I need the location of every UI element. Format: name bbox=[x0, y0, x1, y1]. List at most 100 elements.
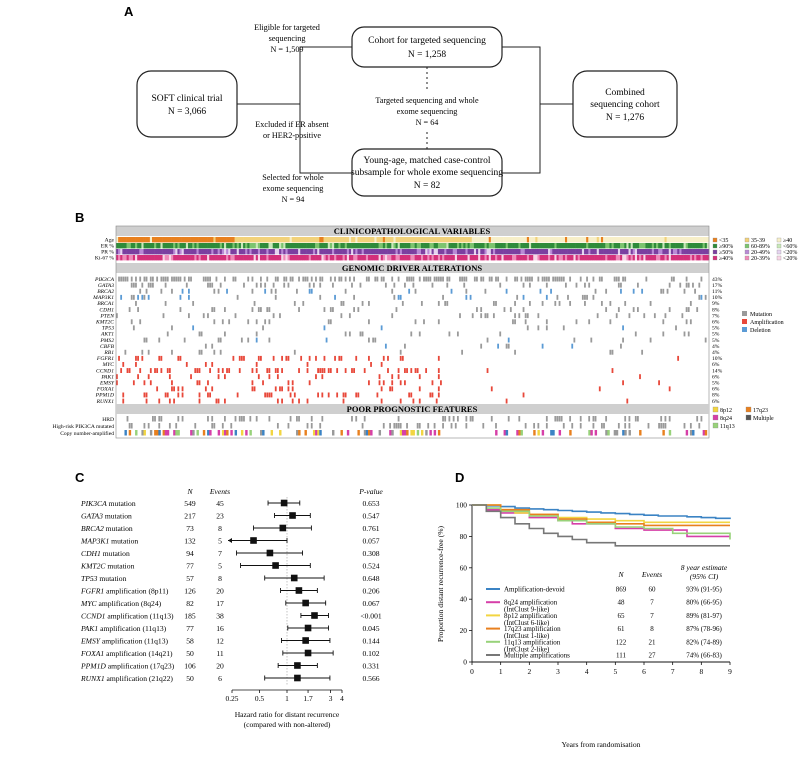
clin-cell bbox=[666, 255, 670, 261]
clin-cell bbox=[247, 255, 250, 261]
clin-cell bbox=[685, 249, 689, 255]
clin-cell bbox=[429, 249, 432, 255]
clin-cell bbox=[702, 255, 706, 261]
clin-cell bbox=[346, 237, 350, 243]
amp-mark bbox=[196, 430, 199, 436]
clin-cell bbox=[700, 237, 703, 243]
clin-cell bbox=[361, 243, 365, 249]
forest-row-label: PPM1D amplification (17q23) bbox=[80, 662, 175, 671]
alteration-mark bbox=[368, 380, 370, 386]
clin-cell bbox=[399, 249, 403, 255]
gene-label: FGFR1 bbox=[96, 356, 114, 362]
alteration-mark bbox=[132, 325, 135, 331]
clin-cell bbox=[675, 237, 678, 243]
alteration-mark bbox=[342, 301, 345, 306]
clin-cell bbox=[503, 255, 506, 261]
clin-cell bbox=[306, 237, 310, 243]
alteration-mark bbox=[272, 282, 275, 288]
alteration-mark bbox=[340, 301, 343, 306]
alteration-mark bbox=[368, 355, 370, 361]
forest-events: 12 bbox=[216, 637, 224, 646]
km-x-tick-label: 0 bbox=[470, 667, 474, 676]
alteration-mark bbox=[238, 368, 241, 373]
alteration-mark bbox=[291, 276, 294, 282]
clin-cell bbox=[361, 255, 365, 261]
alteration-mark bbox=[609, 301, 612, 306]
amp-mark bbox=[270, 430, 274, 436]
clin-cell bbox=[643, 255, 646, 261]
alteration-mark bbox=[270, 288, 273, 294]
clin-cell bbox=[132, 249, 136, 255]
gene-percent: 6% bbox=[712, 374, 720, 380]
alteration-mark bbox=[238, 355, 241, 361]
clin-cell bbox=[560, 249, 564, 255]
alteration-mark bbox=[528, 282, 531, 288]
km-x-tick-label: 2 bbox=[527, 667, 531, 676]
clin-cell bbox=[550, 249, 553, 255]
forest-n: 58 bbox=[186, 637, 194, 646]
clin-cell bbox=[243, 243, 246, 249]
poor-mark bbox=[416, 423, 419, 429]
clin-cell bbox=[325, 243, 329, 249]
alteration-mark bbox=[224, 331, 226, 337]
alteration-mark bbox=[423, 319, 425, 325]
clin-cell bbox=[257, 237, 261, 243]
alteration-mark bbox=[497, 343, 500, 349]
clin-cell bbox=[656, 255, 659, 261]
clin-cell bbox=[141, 243, 144, 249]
alteration-mark bbox=[276, 398, 279, 404]
pct-legend-swatch bbox=[712, 255, 718, 261]
gene-percent: 6% bbox=[712, 362, 720, 368]
clin-cell bbox=[378, 237, 382, 243]
poor-mark bbox=[482, 423, 485, 429]
clin-cell bbox=[363, 237, 367, 243]
clin-cell bbox=[461, 255, 464, 261]
forest-pvalue: 0.045 bbox=[362, 624, 379, 633]
clin-cell bbox=[147, 243, 151, 249]
clin-cell bbox=[431, 249, 434, 255]
clin-cell bbox=[584, 237, 587, 243]
alteration-mark bbox=[516, 294, 519, 300]
amp-mark bbox=[692, 430, 695, 436]
clin-cell bbox=[268, 249, 271, 255]
clin-cell bbox=[571, 249, 574, 255]
alteration-mark bbox=[391, 313, 394, 319]
clin-cell bbox=[283, 249, 286, 255]
alteration-mark bbox=[492, 301, 495, 306]
alteration-mark bbox=[211, 386, 214, 392]
clin-cell bbox=[408, 237, 411, 243]
clin-cell bbox=[281, 255, 284, 261]
alteration-mark bbox=[670, 276, 673, 282]
clin-cell bbox=[634, 255, 638, 261]
alteration-mark bbox=[240, 337, 243, 343]
alteration-mark bbox=[145, 276, 148, 282]
clin-cell bbox=[465, 243, 468, 249]
clin-cell bbox=[219, 249, 223, 255]
clin-cell bbox=[209, 249, 212, 255]
clin-cell bbox=[240, 249, 244, 255]
clin-cell bbox=[435, 255, 439, 261]
alteration-mark bbox=[554, 276, 557, 282]
km-x-tick-label: 1 bbox=[499, 667, 503, 676]
clin-cell bbox=[658, 249, 661, 255]
clin-cell bbox=[198, 237, 202, 243]
alteration-mark bbox=[262, 325, 264, 331]
alteration-mark bbox=[446, 301, 449, 306]
alteration-mark bbox=[408, 288, 411, 294]
alteration-mark bbox=[384, 282, 387, 288]
clin-cell bbox=[351, 255, 354, 261]
clin-cell bbox=[226, 237, 229, 243]
amp-mark bbox=[357, 430, 360, 436]
alteration-mark bbox=[397, 374, 400, 380]
clin-cell bbox=[581, 243, 585, 249]
clin-cell bbox=[296, 255, 299, 261]
alteration-mark bbox=[120, 294, 123, 300]
alteration-mark bbox=[194, 368, 197, 373]
clin-cell bbox=[126, 237, 130, 243]
alteration-mark bbox=[399, 294, 402, 300]
clin-cell bbox=[181, 255, 185, 261]
clin-cell bbox=[507, 255, 511, 261]
clin-cell bbox=[228, 255, 231, 261]
clin-cell bbox=[156, 255, 159, 261]
clin-cell bbox=[581, 249, 585, 255]
